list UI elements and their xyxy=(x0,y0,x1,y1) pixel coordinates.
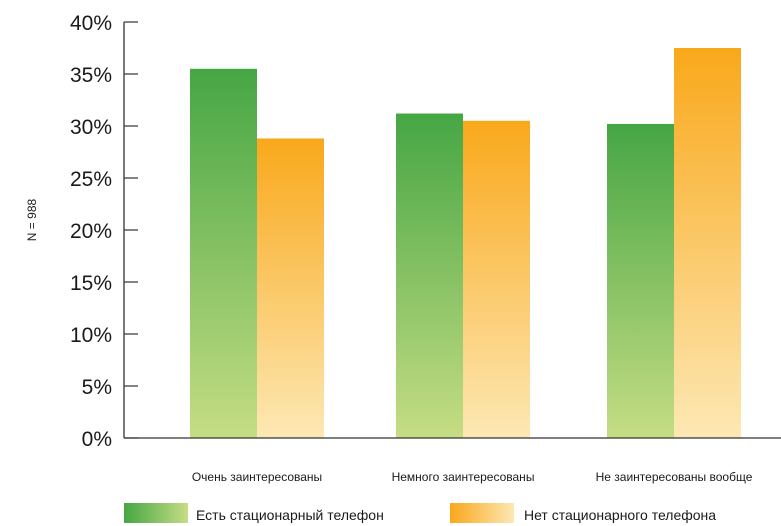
y-tick-label: 30% xyxy=(70,116,112,139)
legend: Есть стационарный телефон Нет стационарно… xyxy=(124,503,716,523)
legend-swatch-landline xyxy=(124,503,188,523)
y-tick-label: 35% xyxy=(70,64,112,87)
axes xyxy=(123,22,781,439)
y-tick-label: 10% xyxy=(70,324,112,347)
category-labels: Очень заинтересованы Немного заинтересова… xyxy=(192,470,753,484)
y-tick-label: 15% xyxy=(70,272,112,295)
y-axis-ticks: 0% 5% 10% 15% 20% 25% 30% 35% 40% xyxy=(70,12,138,451)
y-tick-label: 5% xyxy=(82,376,112,399)
y-tick-label: 20% xyxy=(70,220,112,243)
bar-landline-1 xyxy=(190,68,257,439)
y-tick-label: 25% xyxy=(70,168,112,191)
y-tick-label: 40% xyxy=(70,12,112,35)
bar-no-landline-3 xyxy=(674,48,741,438)
y-tick-label: 0% xyxy=(82,428,112,451)
bar-no-landline-1 xyxy=(257,138,324,439)
category-label: Немного заинтересованы xyxy=(392,470,535,484)
legend-label-landline: Есть стационарный телефон xyxy=(196,507,384,523)
legend-label-no-landline: Нет стационарного телефона xyxy=(524,507,716,523)
legend-swatch-no-landline xyxy=(450,503,514,523)
y-axis-label: N = 988 xyxy=(25,198,39,241)
category-label: Очень заинтересованы xyxy=(192,470,322,484)
bars xyxy=(190,48,741,439)
bar-landline-2 xyxy=(396,113,463,439)
bar-landline-3 xyxy=(607,123,674,439)
category-label: Не заинтересованы вообще xyxy=(596,470,753,484)
bar-no-landline-2 xyxy=(463,120,530,439)
